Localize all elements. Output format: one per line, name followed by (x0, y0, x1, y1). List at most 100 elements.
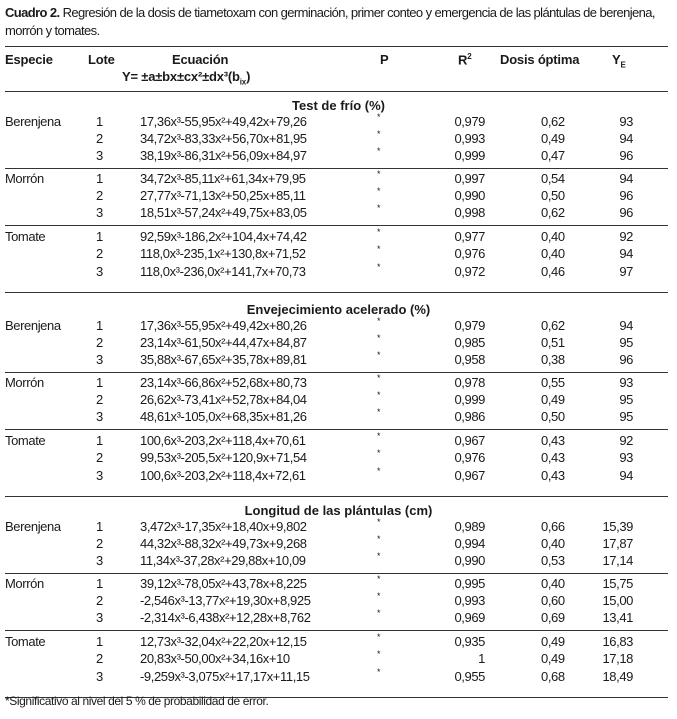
ye-cell: 94 (619, 171, 633, 186)
especie-cell: Morrón (5, 576, 44, 591)
r2-cell: 0,999 (454, 148, 485, 163)
p-cell: * (377, 146, 381, 156)
ecuacion-cell: 44,32x³-88,32x²+49,73x+9,268 (140, 536, 307, 551)
header-top-rule (5, 46, 668, 47)
dosis-cell: 0,40 (541, 229, 565, 244)
table-row: 3 11,34x³-37,28x²+29,88x+10,09 * 0,990 0,53 1… (0, 551, 677, 570)
r2-text: R (458, 52, 468, 68)
ye-cell: 17,14 (602, 553, 633, 568)
r2-cell: 0,999 (454, 392, 485, 407)
table-row: 2 20,83x³-50,00x²+34,16x+10 * 1 0,49 17,18 (0, 649, 677, 668)
especie-cell: Tomate (5, 433, 46, 448)
r2-cell: 0,995 (454, 576, 485, 591)
p-cell: * (377, 390, 381, 400)
table-row: 2 -2,546x³-13,77x²+19,30x+8,925 * 0,993 0,60… (0, 591, 677, 610)
ye-cell: 15,39 (602, 519, 633, 534)
ecuacion-cell: 99,53x³-205,5x²+120,9x+71,54 (140, 450, 307, 465)
table-row: 3 38,19x³-86,31x²+56,09x+84,97 * 0,999 0,47 9… (0, 146, 677, 165)
ecuacion-cell: 23,14x³-61,50x²+44,47x+84,87 (140, 335, 307, 350)
ye-cell: 15,75 (602, 576, 633, 591)
ecuacion-cell: 26,62x³-73,41x²+52,78x+84,04 (140, 392, 307, 407)
r2-cell: 0,986 (454, 409, 485, 424)
table-row: Morrón 1 34,72x³-85,11x²+61,34x+79,95 * 0,99… (0, 169, 677, 188)
dosis-cell: 0,40 (541, 536, 565, 551)
ecuacion-cell: 20,83x³-50,00x²+34,16x+10 (140, 651, 290, 666)
ye-cell: 94 (619, 131, 633, 146)
lote-cell: 2 (96, 131, 103, 146)
dosis-cell: 0,62 (541, 205, 565, 220)
p-cell: * (377, 574, 381, 584)
lote-cell: 3 (96, 409, 103, 424)
p-cell: * (377, 350, 381, 360)
ecuacion-cell: 27,77x³-71,13x²+50,25x+85,11 (140, 188, 306, 203)
caption-label: Cuadro 2. (5, 5, 60, 20)
dosis-cell: 0,68 (541, 669, 565, 684)
r2-cell: 0,972 (454, 264, 485, 279)
p-cell: * (377, 649, 381, 659)
group-rule (5, 168, 668, 169)
especie-cell: Tomate (5, 229, 46, 244)
formula-text: Y= ±a±bx±cx²±dx³(b (122, 69, 240, 84)
p-cell: * (377, 591, 381, 601)
dosis-cell: 0,62 (541, 114, 565, 129)
table-row: Berenjena 1 17,36x³-55,95x²+49,42x+80,26 * 0… (0, 316, 677, 335)
ecuacion-cell: 17,36x³-55,95x²+49,42x+80,26 (140, 318, 307, 333)
ecuacion-cell: -2,546x³-13,77x²+19,30x+8,925 (140, 593, 311, 608)
r2-cell: 0,969 (454, 610, 485, 625)
header-dosis-optima: Dosis óptima (500, 52, 580, 67)
ye-sub: E (620, 60, 626, 70)
table-row: 3 -9,259x³-3,075x²+17,17x+11,15 * 0,955 0,68… (0, 667, 677, 686)
p-cell: * (377, 667, 381, 677)
p-cell: * (377, 169, 381, 179)
r2-cell: 0,967 (454, 468, 485, 483)
r2-cell: 0,993 (454, 131, 485, 146)
p-cell: * (377, 244, 381, 254)
r2-cell: 0,994 (454, 536, 485, 551)
group-rule (5, 429, 668, 430)
header-especie: Especie (5, 52, 53, 67)
table-row: 2 99,53x³-205,5x²+120,9x+71,54 * 0,976 0,43 9… (0, 448, 677, 467)
r2-sup: 2 (467, 52, 472, 61)
especie-cell: Tomate (5, 634, 46, 649)
dosis-cell: 0,43 (541, 468, 565, 483)
table-row: 3 -2,314x³-6,438x²+12,28x+8,762 * 0,969 0,69… (0, 608, 677, 627)
dosis-cell: 0,55 (541, 375, 565, 390)
ecuacion-cell: 35,88x³-67,65x²+35,78x+89,81 (140, 352, 307, 367)
p-cell: * (377, 431, 381, 441)
lote-cell: 3 (96, 352, 103, 367)
header-lote: Lote (88, 52, 115, 67)
p-cell: * (377, 466, 381, 476)
lote-cell: 1 (96, 375, 103, 390)
table-row: 2 23,14x³-61,50x²+44,47x+84,87 * 0,985 0,51 9… (0, 333, 677, 352)
ye-cell: 13,41 (602, 610, 633, 625)
group-rule (5, 573, 668, 574)
r2-cell: 0,976 (454, 450, 485, 465)
p-cell: * (377, 407, 381, 417)
dosis-cell: 0,49 (541, 392, 565, 407)
ye-cell: 92 (619, 229, 633, 244)
dosis-cell: 0,62 (541, 318, 565, 333)
p-cell: * (377, 203, 381, 213)
section-title: Longitud de las plántulas (cm) (244, 503, 433, 518)
table-row: 2 118,0x³-235,1x²+130,8x+71,52 * 0,976 0,40 9… (0, 244, 677, 263)
caption-text: Regresión de la dosis de tiametoxam con … (5, 5, 656, 38)
ecuacion-cell: 23,14x³-66,86x²+52,68x+80,73 (140, 375, 307, 390)
table-row: Morrón 1 39,12x³-78,05x²+43,78x+8,225 * 0,99… (0, 574, 677, 593)
ye-cell: 96 (619, 352, 633, 367)
group-rule (5, 292, 668, 293)
p-cell: * (377, 534, 381, 544)
table-row: Berenjena 1 3,472x³-17,35x²+18,40x+9,802 * 0… (0, 517, 677, 536)
lote-cell: 3 (96, 148, 103, 163)
p-cell: * (377, 517, 381, 527)
table-row: 2 27,77x³-71,13x²+50,25x+85,11 * 0,990 0,50 9… (0, 186, 677, 205)
r2-cell: 0,989 (454, 519, 485, 534)
r2-cell: 0,993 (454, 593, 485, 608)
dosis-cell: 0,60 (541, 593, 565, 608)
ye-cell: 95 (619, 335, 633, 350)
ecuacion-cell: 34,72x³-83,33x²+56,70x+81,95 (140, 131, 307, 146)
table-row: 3 100,6x³-203,2x²+118,4x+72,61 * 0,967 0,43 9… (0, 466, 677, 485)
section-title: Envejecimiento acelerado (%) (246, 302, 431, 317)
ye-cell: 94 (619, 318, 633, 333)
ye-text: Y (612, 52, 621, 67)
r2-cell: 0,958 (454, 352, 485, 367)
